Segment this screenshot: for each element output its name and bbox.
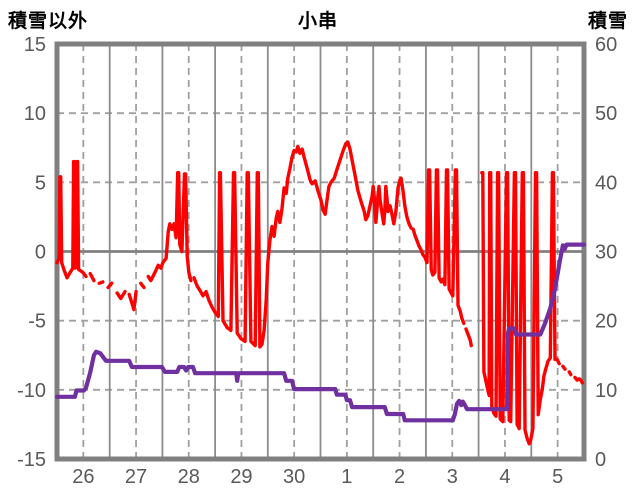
series-red-line: [88, 271, 96, 283]
series-red-line: [573, 375, 585, 385]
x-axis-tick-label: 3: [447, 466, 458, 488]
series-red-line: [555, 357, 561, 366]
x-axis-tick-label: 5: [552, 466, 563, 488]
y-axis-left-tick-label: -5: [28, 311, 46, 333]
series-red-line: [97, 280, 105, 285]
series-red-line: [55, 159, 88, 280]
x-axis-tick-label: 27: [125, 466, 147, 488]
series-red-line: [139, 281, 146, 290]
y-axis-left-tick-label: 5: [35, 172, 46, 194]
x-axis-tick-label: 4: [499, 466, 510, 488]
series-purple-line: [54, 242, 587, 423]
series-red-line: [480, 170, 557, 446]
y-axis-right-tick-label: 10: [595, 380, 617, 402]
y-axis-right-tick-label: 40: [595, 172, 617, 194]
chart-title: 小串: [297, 11, 338, 32]
y-axis-left-tick-label: -10: [17, 380, 46, 402]
series-red-line: [146, 170, 193, 283]
y-axis-left-tick-label: 15: [24, 34, 46, 56]
left-axis-title: 積雪以外: [8, 11, 89, 32]
y-axis-right-tick-label: 30: [595, 242, 617, 264]
y-axis-right-tick-label: 20: [595, 311, 617, 333]
y-axis-left-tick-label: 0: [35, 242, 46, 264]
x-axis-tick-label: 1: [341, 466, 352, 488]
x-axis-tick-label: 29: [230, 466, 252, 488]
x-axis-tick-label: 26: [72, 466, 94, 488]
series-red-line: [561, 364, 567, 371]
x-axis-tick-label: 2: [394, 466, 405, 488]
y-axis-right-tick-label: 60: [595, 34, 617, 56]
series-red-line: [106, 281, 114, 290]
x-axis-tick-label: 28: [178, 466, 200, 488]
y-axis-left-tick-label: -15: [17, 449, 46, 471]
plot-frame: [54, 41, 587, 462]
y-axis-right-tick-label: 50: [595, 103, 617, 125]
series-red-line: [115, 289, 127, 301]
series-red-line: [192, 140, 466, 349]
series-red-line: [464, 327, 473, 348]
right-axis-title: 積雪: [587, 11, 628, 32]
y-axis-left-tick-label: 10: [24, 103, 46, 125]
x-axis-tick-label: 30: [283, 466, 305, 488]
y-axis-right-tick-label: 0: [595, 449, 606, 471]
series-red-line: [567, 370, 573, 377]
series-red-line: [127, 289, 138, 312]
